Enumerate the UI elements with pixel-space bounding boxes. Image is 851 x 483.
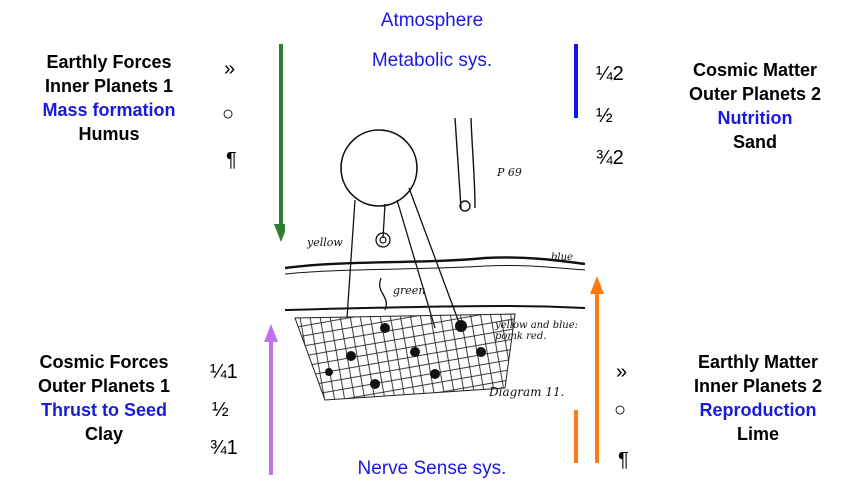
sketch-drawing: yellow blue green P 69 Diagram 11. yello…	[285, 118, 585, 410]
label-yellow: yellow	[306, 236, 343, 249]
right-top-line2: Outer Planets 2	[688, 84, 822, 104]
left-bottom-fraction-2: ½	[212, 399, 229, 421]
right-top-fraction-2: ½	[596, 105, 613, 127]
right-bottom-symbol-2: ○	[614, 399, 627, 421]
left-bottom-block: Cosmic Forces Outer Planets 1 Thrust to …	[4, 350, 204, 446]
right-bottom-block: Earthly Matter Inner Planets 2 Reproduct…	[666, 350, 850, 446]
purple-up-arrow	[264, 324, 278, 475]
left-bottom-fraction-3: ¾1	[210, 437, 238, 459]
left-bottom-line2: Outer Planets 1	[37, 376, 171, 396]
ray-lines	[346, 187, 462, 329]
right-top-line4: Sand	[732, 132, 777, 152]
right-top-fraction-1: ¼2	[596, 63, 624, 85]
metabolic-title: Metabolic sys.	[371, 50, 493, 71]
right-bottom-line2: Inner Planets 2	[693, 376, 823, 396]
left-top-line2: Inner Planets 1	[44, 76, 174, 96]
root-dots	[325, 320, 486, 389]
nerve-sense-title: Nerve Sense sys.	[357, 458, 507, 479]
label-yellow-blue: yellow and blue: pomk red.	[495, 320, 579, 342]
label-blue: blue	[551, 252, 573, 263]
left-bottom-line4: Clay	[84, 424, 124, 444]
right-bottom-line3: Reproduction	[699, 400, 817, 420]
left-top-block: Earthly Forces Inner Planets 1 Mass form…	[14, 50, 204, 146]
right-bottom-line1: Earthly Matter	[697, 352, 819, 372]
orange-up-arrow-right	[590, 276, 604, 463]
label-green: green	[393, 284, 425, 297]
right-top-line3: Nutrition	[717, 108, 793, 128]
label-corner: P 69	[496, 166, 522, 179]
soil-surface-line	[285, 256, 585, 270]
soil-lower-line	[285, 304, 585, 311]
label-diagram: Diagram 11.	[488, 385, 564, 399]
trunk-lines	[454, 118, 476, 209]
right-top-line1: Cosmic Matter	[692, 60, 818, 80]
right-bottom-symbol-3: ¶	[618, 449, 629, 471]
atmosphere-title: Atmosphere	[380, 10, 484, 31]
left-top-symbol-3: ¶	[226, 149, 237, 171]
left-top-symbol-2: ○	[222, 103, 235, 125]
left-bottom-line3: Thrust to Seed	[40, 400, 167, 420]
left-bottom-fraction-1: ¼1	[210, 361, 238, 383]
left-top-line3: Mass formation	[42, 100, 176, 120]
root-net	[294, 313, 516, 401]
left-bottom-line1: Cosmic Forces	[39, 352, 169, 372]
right-top-fraction-3: ¾2	[596, 147, 624, 169]
sun-circle	[340, 129, 418, 207]
sketch-svg: yellow blue green P 69 Diagram 11. yello…	[285, 118, 585, 401]
green-down-arrow	[274, 44, 288, 242]
right-bottom-symbol-1: »	[616, 361, 628, 383]
right-bottom-line4: Lime	[736, 424, 779, 444]
left-top-line1: Earthly Forces	[46, 52, 172, 72]
left-top-line4: Humus	[78, 124, 140, 144]
right-top-block: Cosmic Matter Outer Planets 2 Nutrition …	[660, 58, 850, 154]
left-top-symbol-1: »	[224, 58, 236, 80]
